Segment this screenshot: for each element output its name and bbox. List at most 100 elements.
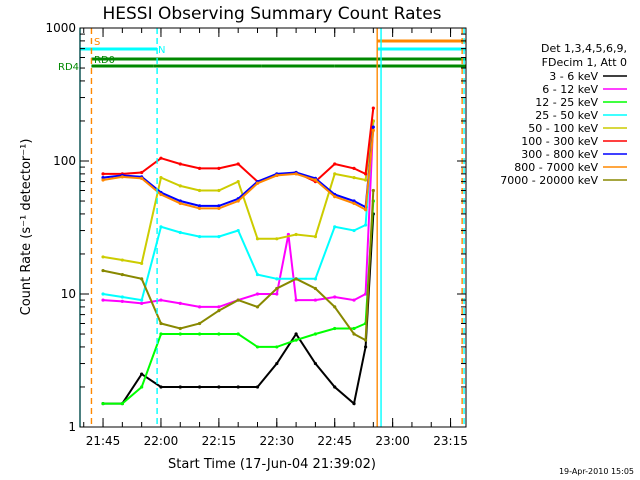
- series-7-point-4: [178, 201, 182, 205]
- x-tick-label-2: 22:15: [202, 434, 237, 448]
- series-line-7: [102, 130, 375, 212]
- flag-label-2: RD0: [94, 55, 115, 66]
- series-3-point-0: [101, 292, 105, 296]
- series-5-point-15: [371, 106, 375, 110]
- x-tick-label-0: 21:45: [86, 434, 121, 448]
- series-6-point-5: [197, 204, 202, 208]
- series-1-point-11: [294, 298, 298, 302]
- series-0-point-7: [236, 385, 240, 389]
- series-7-point-11: [313, 178, 318, 182]
- series-8-point-14: [364, 338, 368, 342]
- series-8-point-5: [197, 321, 202, 326]
- series-1-point-14: [352, 298, 356, 302]
- series-0-point-9: [275, 361, 279, 366]
- series-3-point-6: [217, 235, 221, 239]
- series-0-point-3: [159, 385, 163, 389]
- series-5-point-2: [140, 170, 144, 175]
- x-axis-label: Start Time (17-Jun-04 21:39:02): [168, 457, 376, 472]
- series-4-point-13: [352, 176, 356, 180]
- series-8-point-13: [352, 332, 356, 336]
- series-2-point-5: [197, 332, 202, 336]
- flag-label-1: N: [158, 45, 165, 56]
- series-line-4: [102, 120, 375, 265]
- series-1-point-9: [275, 292, 279, 296]
- x-tick-label-5: 23:00: [375, 434, 410, 448]
- series-3-point-5: [197, 235, 202, 239]
- series-4-point-12: [333, 172, 337, 176]
- series-7-point-15: [371, 128, 375, 132]
- series-5-point-3: [159, 156, 163, 160]
- series-5-point-5: [197, 166, 202, 170]
- legend-label-8: 7000 - 20000 keV: [500, 174, 598, 187]
- series-5-point-6: [217, 166, 221, 170]
- series-8-point-11: [313, 286, 318, 291]
- legend-header-line-1: Det 1,3,4,5,6,9,: [541, 42, 627, 55]
- x-tick-label-4: 22:45: [317, 434, 352, 448]
- series-3-point-2: [140, 298, 144, 302]
- series-8-point-7: [236, 298, 240, 302]
- series-7-point-3: [159, 192, 163, 197]
- series-2-point-4: [178, 332, 182, 336]
- legend-label-1: 6 - 12 keV: [542, 83, 598, 96]
- series-1-point-0: [101, 298, 105, 302]
- series-8-point-3: [159, 321, 163, 326]
- series-6-point-13: [352, 199, 356, 203]
- flag-bars: S N RD0 RD4: [58, 37, 466, 73]
- series-line-8: [102, 190, 375, 342]
- series-2-point-2: [140, 385, 144, 389]
- series-0-point-4: [178, 385, 182, 389]
- series-2-point-9: [275, 345, 279, 349]
- series-4-point-2: [140, 261, 144, 265]
- legend-label-0: 3 - 6 keV: [549, 70, 598, 83]
- series-7-point-2: [140, 176, 144, 180]
- series-1-point-1: [120, 299, 124, 303]
- series-line-3: [102, 120, 375, 302]
- series-3-point-8: [255, 272, 260, 277]
- series-7-point-10: [294, 172, 298, 176]
- legend-header-line-2: FDecim 1, Att 0: [542, 56, 627, 69]
- series-7-point-9: [275, 173, 279, 177]
- axes: 1 10 100 1000 21:45 22:00 22:15 22:30 22:45 23:00…: [45, 21, 467, 448]
- series-3-point-9: [275, 277, 279, 281]
- series-8-point-1: [120, 272, 124, 277]
- series-3-point-13: [352, 228, 356, 233]
- series-7-point-6: [217, 206, 221, 211]
- series-1-point-3: [159, 298, 163, 302]
- series-8-point-15: [371, 188, 375, 193]
- series-6-point-0: [101, 176, 105, 180]
- series-1-point-13: [333, 295, 337, 299]
- x-tick-label-6: 23:15: [433, 434, 468, 448]
- series-7-point-7: [236, 199, 240, 203]
- legend-label-2: 12 - 25 keV: [535, 96, 598, 109]
- series-7-point-13: [352, 201, 356, 205]
- x-tick-label-3: 22:30: [260, 434, 295, 448]
- series-1-point-2: [140, 301, 144, 305]
- legend-label-5: 100 - 300 keV: [521, 135, 598, 148]
- series-4-point-0: [101, 255, 105, 259]
- series-7-point-1: [120, 175, 124, 179]
- series-2-point-12: [333, 326, 337, 331]
- series-3-point-12: [333, 225, 337, 229]
- legend: Det 1,3,4,5,6,9, FDecim 1, Att 0 3 - 6 k…: [500, 42, 627, 187]
- legend-label-4: 50 - 100 keV: [528, 122, 598, 135]
- series-2-point-10: [294, 338, 298, 342]
- series-4-point-14: [364, 178, 368, 182]
- chart-title: HESSI Observing Summary Count Rates: [102, 4, 441, 24]
- series-0-point-10: [294, 332, 298, 336]
- series-4-point-3: [159, 176, 163, 180]
- flag-label-0: S: [94, 37, 100, 48]
- series-7-point-8: [255, 181, 260, 185]
- series-8-point-12: [333, 305, 337, 309]
- series-line-2: [103, 200, 375, 405]
- series-8-point-6: [217, 309, 221, 313]
- legend-label-7: 800 - 7000 keV: [514, 161, 598, 174]
- y-tick-label-1: 10: [61, 287, 76, 301]
- series-3-point-14: [364, 223, 368, 227]
- series-3-point-1: [120, 295, 124, 299]
- series-5-point-0: [101, 172, 105, 176]
- series-4-point-1: [120, 258, 124, 262]
- series-0-point-11: [313, 361, 318, 366]
- series-2-point-11: [313, 332, 318, 336]
- series-2-point-3: [159, 332, 163, 336]
